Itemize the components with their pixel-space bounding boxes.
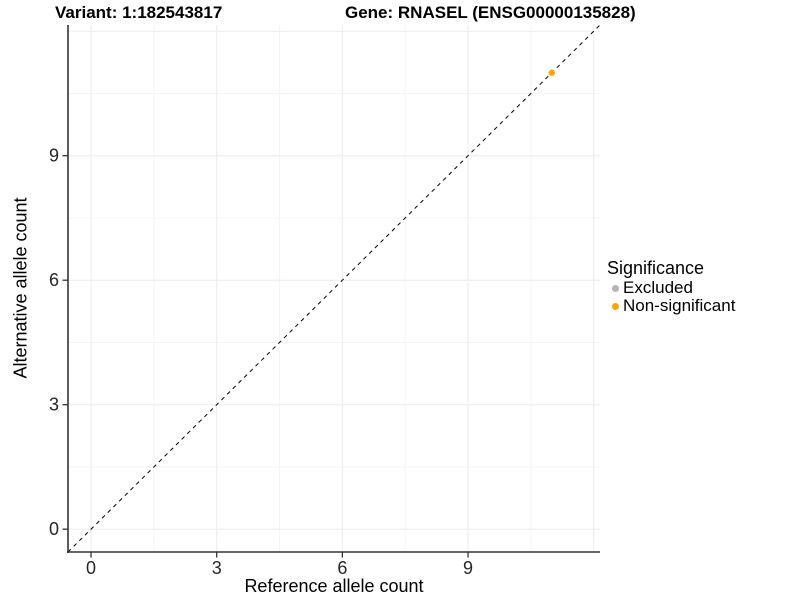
variant-title: Variant: 1:182543817 <box>55 3 223 22</box>
major-gridlines <box>68 25 600 552</box>
x-tick-label: 3 <box>212 558 222 578</box>
minor-gridlines <box>68 25 600 552</box>
legend: Significance Excluded Non-significant <box>607 257 735 315</box>
legend-key-icon <box>607 284 623 292</box>
legend-label: Excluded <box>623 278 693 297</box>
identity-reference-line <box>67 24 601 553</box>
y-tick-label: 6 <box>49 270 59 290</box>
x-tick-label: 9 <box>463 558 473 578</box>
legend-key-icon <box>607 302 623 310</box>
legend-items: Excluded Non-significant <box>607 278 736 315</box>
legend-item-non-significant: Non-significant <box>607 296 736 315</box>
y-axis-title: Alternative allele count <box>10 197 31 379</box>
y-tick-label: 0 <box>49 519 59 539</box>
y-tick-label: 3 <box>49 395 59 415</box>
legend-item-excluded: Excluded <box>607 278 735 297</box>
legend-dot-icon <box>611 284 619 292</box>
legend-label: Non-significant <box>623 296 736 315</box>
x-tick-label: 0 <box>86 558 96 578</box>
legend-title: Significance <box>607 258 705 278</box>
data-point-non-significant <box>548 69 556 76</box>
gene-title: Gene: RNASEL (ENSG00000135828) <box>345 3 636 22</box>
legend-dot-icon <box>611 302 619 310</box>
x-axis-title: Reference allele count <box>244 576 424 596</box>
y-tick-label: 9 <box>49 146 59 166</box>
x-tick-label: 6 <box>337 558 347 578</box>
